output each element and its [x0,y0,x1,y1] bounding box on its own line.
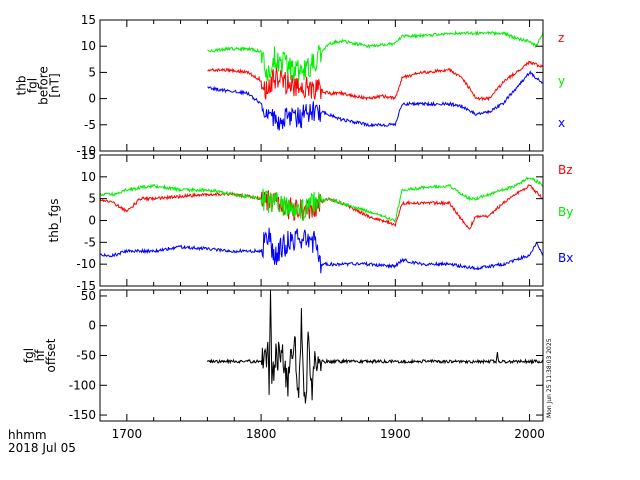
y-tick-label: -100 [69,378,96,392]
y-axis-label-line: hf [33,349,47,362]
y-axis-label-line: before [37,66,51,105]
y-axis-label-line: [nT] [48,73,62,97]
series-line-bz [99,184,544,230]
y-tick-label: 5 [88,65,96,79]
x-tick-labels: 1700 1800 1900 2000 [112,427,545,441]
panel-fgs-yticks: -15 -10 -5 0 5 10 15 [76,148,543,293]
x-tick-label: 1800 [246,427,277,441]
panel-fgs-xticks [99,155,531,286]
y-tick-label: -5 [84,118,96,132]
x-axis-label-date: 2018 Jul 05 [8,441,76,455]
y-axis-label-line: fgl [26,78,40,93]
panel-fgs-lines [99,176,544,274]
legend-z: z [558,31,564,45]
panel-fgl-before-legend: z y x [558,31,565,130]
series-line-z [207,60,544,102]
legend-by: By [558,205,573,219]
y-axis-label-line: thb_fgs [47,198,61,242]
y-tick-label: -15 [76,279,96,293]
panel-fgl-offset-lines [206,289,544,404]
y-axis-label-line: thb [15,76,29,96]
y-tick-label: 15 [81,13,96,27]
x-axis-label-hhmm: hhmm [8,428,47,442]
y-tick-label: -10 [76,257,96,271]
y-tick-label: -10 [76,144,96,158]
legend-x: x [558,116,565,130]
series-line-by [99,176,544,223]
series-line-offset [206,289,544,404]
y-tick-label: 0 [88,214,96,228]
legend-bx: Bx [558,251,573,265]
panel-fgs-legend: Bz By Bx [558,163,573,265]
y-tick-label: 50 [81,289,96,303]
y-tick-label: 10 [81,39,96,53]
series-line-bx [99,227,544,274]
y-tick-label: 0 [88,92,96,106]
y-tick-label: -50 [76,349,96,363]
series-line-x [207,69,544,131]
panel-fgl-before-yticks: -10 -5 0 5 10 15 [76,13,543,158]
panel-fgl-offset-xticks [99,290,531,421]
y-tick-label: 0 [88,319,96,333]
y-tick-label: -5 [84,235,96,249]
y-tick-label: 15 [81,148,96,162]
panel-fgl-before-frame [99,19,544,152]
x-tick-label: 1700 [112,427,143,441]
panel-fgs-ylabel: thb_fgs [47,198,61,242]
timestamp-label: Mon Jun 25 11:38:03 2025 [546,338,553,418]
y-tick-label: 10 [81,170,96,184]
panel-fgl-offset-frame [99,289,544,422]
panel-fgs: thb_fgs -15 -10 -5 0 5 10 15 Bz By Bx [47,148,573,293]
panel-fgl-before-lines [207,29,544,131]
legend-y: y [558,74,565,88]
y-tick-label: 5 [88,192,96,206]
legend-bz: Bz [558,163,573,177]
y-axis-label-line: offset [44,338,58,372]
series-line-y [207,29,544,83]
y-tick-label: -150 [69,408,96,422]
panel-fgl-offset-yticks: -150 -100 -50 0 50 [69,289,543,422]
panel-fgl-before-xticks [99,20,531,151]
y-axis-label-line: fgl [22,348,36,363]
x-tick-label: 2000 [514,427,545,441]
x-tick-label: 1900 [380,427,411,441]
